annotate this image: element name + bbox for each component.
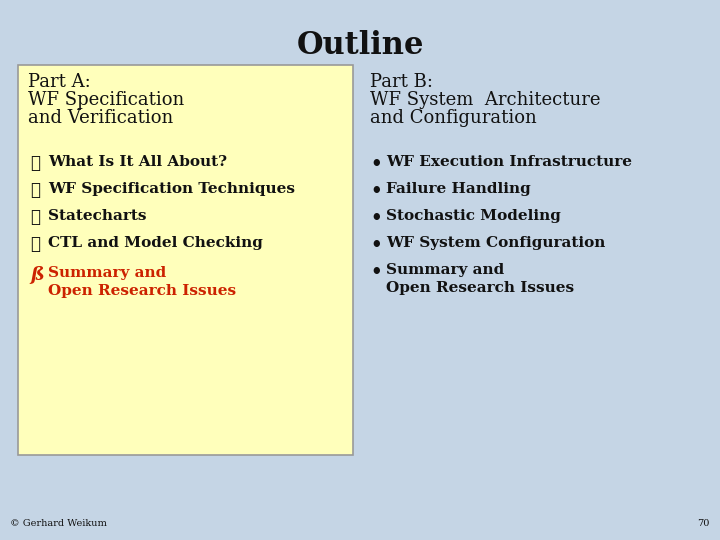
Text: 70: 70	[698, 519, 710, 528]
Text: Part B:: Part B:	[370, 73, 433, 91]
Text: Outline: Outline	[296, 30, 424, 61]
Text: ✓: ✓	[30, 209, 40, 226]
Text: ß: ß	[30, 266, 44, 284]
Text: ✓: ✓	[30, 155, 40, 172]
Text: Stochastic Modeling: Stochastic Modeling	[386, 209, 561, 223]
Text: Failure Handling: Failure Handling	[386, 182, 531, 196]
Text: Open Research Issues: Open Research Issues	[386, 281, 574, 295]
Text: © Gerhard Weikum: © Gerhard Weikum	[10, 519, 107, 528]
Text: •: •	[370, 209, 382, 227]
Text: •: •	[370, 155, 382, 173]
Text: Part A:: Part A:	[28, 73, 91, 91]
Text: ✓: ✓	[30, 182, 40, 199]
Text: Statecharts: Statecharts	[48, 209, 146, 223]
Text: CTL and Model Checking: CTL and Model Checking	[48, 236, 263, 250]
Text: •: •	[370, 236, 382, 254]
Text: •: •	[370, 263, 382, 281]
Text: WF Specification Techniques: WF Specification Techniques	[48, 182, 295, 196]
Text: WF Specification: WF Specification	[28, 91, 184, 109]
Text: WF System Configuration: WF System Configuration	[386, 236, 606, 250]
FancyBboxPatch shape	[18, 65, 353, 455]
Text: Summary and: Summary and	[386, 263, 504, 277]
Text: What Is It All About?: What Is It All About?	[48, 155, 227, 169]
Text: WF System  Architecture: WF System Architecture	[370, 91, 600, 109]
Text: WF Execution Infrastructure: WF Execution Infrastructure	[386, 155, 632, 169]
Text: and Verification: and Verification	[28, 109, 174, 127]
Text: •: •	[370, 182, 382, 200]
Text: and Configuration: and Configuration	[370, 109, 536, 127]
Text: ✓: ✓	[30, 236, 40, 253]
Text: Open Research Issues: Open Research Issues	[48, 284, 236, 298]
Text: Summary and: Summary and	[48, 266, 166, 280]
